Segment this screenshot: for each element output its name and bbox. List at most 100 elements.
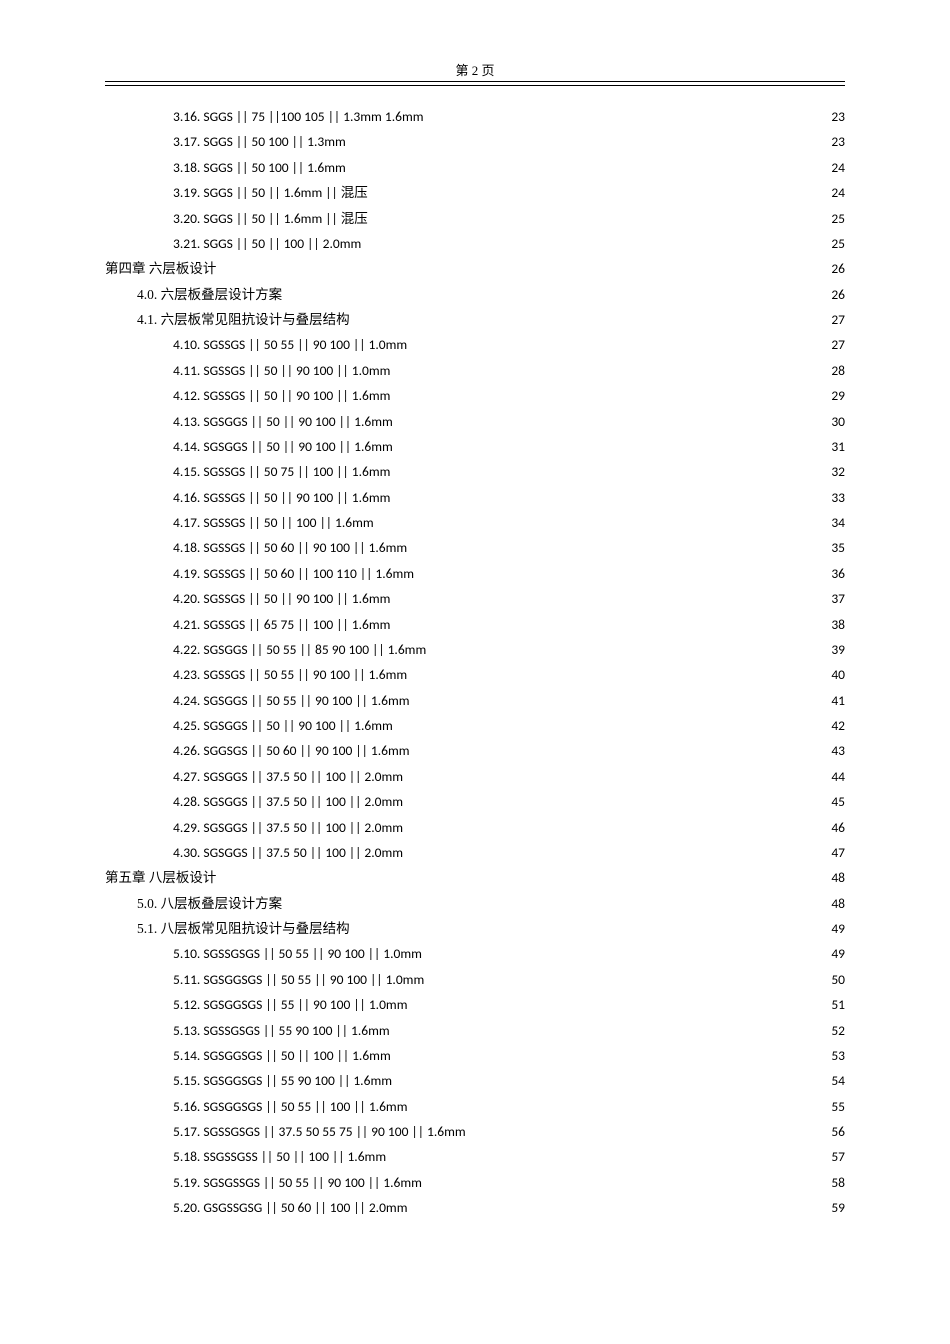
toc-page-number: 23 — [825, 104, 845, 129]
toc-page-number: 31 — [825, 434, 845, 459]
toc-label: 4.14. SGSGGS || 50 || 90 100 || 1.6mm — [173, 434, 393, 459]
toc-entry[interactable]: 4.1. 六层板常见阻抗设计与叠层结构27 — [105, 307, 845, 332]
toc-label: 5.10. SGSSGSGS || 50 55 || 90 100 || 1.0… — [173, 941, 422, 966]
toc-entry[interactable]: 5.20. GSGSSGSG || 50 60 || 100 || 2.0mm … — [105, 1195, 845, 1220]
toc-entry[interactable]: 3.20. SGGS || 50 || 1.6mm || 混压 25 — [105, 206, 845, 231]
toc-page-number: 51 — [825, 992, 845, 1017]
toc-label: 5.20. GSGSSGSG || 50 60 || 100 || 2.0mm — [173, 1195, 408, 1220]
toc-entry[interactable]: 4.16. SGSSGS || 50 || 90 100 || 1.6mm 33 — [105, 485, 845, 510]
toc-page-number: 45 — [825, 789, 845, 814]
toc-label: 4.21. SGSSGS || 65 75 || 100 || 1.6mm — [173, 612, 390, 637]
toc-entry[interactable]: 4.20. SGSSGS || 50 || 90 100 || 1.6mm 37 — [105, 586, 845, 611]
toc-entry[interactable]: 5.1. 八层板常见阻抗设计与叠层结构 49 — [105, 916, 845, 941]
toc-page-number: 56 — [825, 1119, 845, 1144]
toc-entry[interactable]: 4.29. SGSGGS || 37.5 50 || 100 || 2.0mm4… — [105, 815, 845, 840]
toc-page-number: 24 — [825, 155, 845, 180]
toc-entry[interactable]: 4.15. SGSSGS || 50 75 || 100 || 1.6mm 32 — [105, 459, 845, 484]
toc-page-number: 53 — [825, 1043, 845, 1068]
toc-label: 4.13. SGSGGS || 50 || 90 100 || 1.6mm — [173, 409, 393, 434]
toc-entry[interactable]: 5.17. SGSSGSGS || 37.5 50 55 75 || 90 10… — [105, 1119, 845, 1144]
toc-label: 4.15. SGSSGS || 50 75 || 100 || 1.6mm — [173, 459, 390, 484]
toc-entry[interactable]: 4.24. SGSGGS || 50 55 || 90 100 || 1.6mm… — [105, 688, 845, 713]
toc-entry[interactable]: 4.23. SGSSGS || 50 55 || 90 100 || 1.6mm… — [105, 662, 845, 687]
toc-page-number: 29 — [825, 383, 845, 408]
toc-label: 第五章 八层板设计 — [105, 865, 216, 890]
toc-page-number: 54 — [825, 1068, 845, 1093]
toc-entry[interactable]: 4.28. SGSGGS || 37.5 50 || 100 || 2.0mm 4… — [105, 789, 845, 814]
toc-entry[interactable]: 4.14. SGSGGS || 50 || 90 100 || 1.6mm 31 — [105, 434, 845, 459]
toc-page-number: 58 — [825, 1170, 845, 1195]
toc-entry[interactable]: 第四章 六层板设计26 — [105, 256, 845, 281]
toc-label: 5.15. SGSGGSGS || 55 90 100 || 1.6mm — [173, 1068, 392, 1093]
toc-label: 4.28. SGSGGS || 37.5 50 || 100 || 2.0mm — [173, 789, 403, 814]
toc-page-number: 39 — [825, 637, 845, 662]
toc-page-number: 26 — [825, 282, 845, 307]
toc-page-number: 55 — [825, 1094, 845, 1119]
toc-label: 5.1. 八层板常见阻抗设计与叠层结构 — [137, 916, 350, 941]
toc-label: 4.18. SGSSGS || 50 60 || 90 100 || 1.6mm — [173, 535, 407, 560]
toc-page-number: 49 — [825, 941, 845, 966]
toc-label: 5.18. SSGSSGSS || 50 || 100 || 1.6mm — [173, 1144, 386, 1169]
toc-page-number: 25 — [825, 231, 845, 256]
toc-label: 4.19. SGSSGS || 50 60 || 100 110 || 1.6m… — [173, 561, 414, 586]
toc-label: 5.12. SGSGGSGS || 55 || 90 100 || 1.0mm — [173, 992, 408, 1017]
toc-entry[interactable]: 4.10. SGSSGS || 50 55 || 90 100 || 1.0mm… — [105, 332, 845, 357]
toc-label: 4.1. 六层板常见阻抗设计与叠层结构 — [137, 307, 350, 332]
toc-label: 3.19. SGGS || 50 || 1.6mm || 混压 — [173, 180, 368, 205]
toc-page-number: 37 — [825, 586, 845, 611]
toc-page-number: 35 — [825, 535, 845, 560]
toc-entry[interactable]: 5.18. SSGSSGSS || 50 || 100 || 1.6mm 57 — [105, 1144, 845, 1169]
toc-entry[interactable]: 4.18. SGSSGS || 50 60 || 90 100 || 1.6mm… — [105, 535, 845, 560]
toc-entry[interactable]: 4.27. SGSGGS || 37.5 50 || 100 || 2.0mm … — [105, 764, 845, 789]
toc-page-number: 24 — [825, 180, 845, 205]
toc-page-number: 32 — [825, 459, 845, 484]
toc-entry[interactable]: 4.13. SGSGGS || 50 || 90 100 || 1.6mm 30 — [105, 409, 845, 434]
toc-label: 5.13. SGSSGSGS || 55 90 100 || 1.6mm — [173, 1018, 390, 1043]
toc-entry[interactable]: 3.21. SGGS || 50 || 100 || 2.0mm 25 — [105, 231, 845, 256]
toc-label: 3.18. SGGS || 50 100 || 1.6mm — [173, 155, 346, 180]
toc-label: 4.20. SGSSGS || 50 || 90 100 || 1.6mm — [173, 586, 390, 611]
toc-entry[interactable]: 4.12. SGSSGS || 50 || 90 100 || 1.6mm29 — [105, 383, 845, 408]
toc-label: 4.16. SGSSGS || 50 || 90 100 || 1.6mm — [173, 485, 390, 510]
toc-entry[interactable]: 4.26. SGGSGS || 50 60 || 90 100 || 1.6mm… — [105, 738, 845, 763]
toc-entry[interactable]: 5.14. SGSGGSGS || 50 || 100 || 1.6mm 53 — [105, 1043, 845, 1068]
toc-entry[interactable]: 4.30. SGSGGS || 37.5 50 || 100 || 2.0mm4… — [105, 840, 845, 865]
toc-entry[interactable]: 3.17. SGGS || 50 100 || 1.3mm23 — [105, 129, 845, 154]
toc-page-number: 52 — [825, 1018, 845, 1043]
toc-label: 4.24. SGSGGS || 50 55 || 90 100 || 1.6mm — [173, 688, 410, 713]
toc-entry[interactable]: 3.18. SGGS || 50 100 || 1.6mm 24 — [105, 155, 845, 180]
toc-entry[interactable]: 3.19. SGGS || 50 || 1.6mm || 混压 24 — [105, 180, 845, 205]
toc-entry[interactable]: 4.25. SGSGGS || 50 || 90 100 || 1.6mm42 — [105, 713, 845, 738]
toc-page-number: 33 — [825, 485, 845, 510]
toc-entry[interactable]: 4.17. SGSSGS || 50 || 100 || 1.6mm 34 — [105, 510, 845, 535]
document-page: 第 2 页 3.16. SGGS || 75 ||100 105 || 1.3m… — [0, 0, 950, 1281]
toc-entry[interactable]: 3.16. SGGS || 75 ||100 105 || 1.3mm 1.6m… — [105, 104, 845, 129]
toc-entry[interactable]: 5.0. 八层板叠层设计方案48 — [105, 891, 845, 916]
toc-page-number: 27 — [825, 332, 845, 357]
toc-entry[interactable]: 5.15. SGSGGSGS || 55 90 100 || 1.6mm 54 — [105, 1068, 845, 1093]
toc-page-number: 44 — [825, 764, 845, 789]
toc-entry[interactable]: 5.11. SGSGGSGS || 50 55 || 90 100 || 1.0… — [105, 967, 845, 992]
toc-page-number: 49 — [825, 916, 845, 941]
toc-entry[interactable]: 5.10. SGSSGSGS || 50 55 || 90 100 || 1.0… — [105, 941, 845, 966]
toc-entry[interactable]: 4.19. SGSSGS || 50 60 || 100 110 || 1.6m… — [105, 561, 845, 586]
toc-page-number: 57 — [825, 1144, 845, 1169]
toc-label: 4.26. SGGSGS || 50 60 || 90 100 || 1.6mm — [173, 738, 410, 763]
toc-page-number: 30 — [825, 409, 845, 434]
toc-entry[interactable]: 5.16. SGSGGSGS || 50 55 || 100 || 1.6mm … — [105, 1094, 845, 1119]
toc-entry[interactable]: 第五章 八层板设计48 — [105, 865, 845, 890]
toc-page-number: 48 — [825, 891, 845, 916]
toc-entry[interactable]: 4.22. SGSGGS || 50 55 || 85 90 100 || 1.… — [105, 637, 845, 662]
toc-label: 4.23. SGSSGS || 50 55 || 90 100 || 1.6mm — [173, 662, 407, 687]
toc-entry[interactable]: 5.19. SGSGSSGS || 50 55 || 90 100 || 1.6… — [105, 1170, 845, 1195]
toc-page-number: 41 — [825, 688, 845, 713]
toc-entry[interactable]: 4.21. SGSSGS || 65 75 || 100 || 1.6mm 38 — [105, 612, 845, 637]
toc-page-number: 38 — [825, 612, 845, 637]
toc-entry[interactable]: 5.12. SGSGGSGS || 55 || 90 100 || 1.0mm … — [105, 992, 845, 1017]
toc-entry[interactable]: 4.0. 六层板叠层设计方案26 — [105, 282, 845, 307]
toc-entry[interactable]: 5.13. SGSSGSGS || 55 90 100 || 1.6mm 52 — [105, 1018, 845, 1043]
toc-label: 5.16. SGSGGSGS || 50 55 || 100 || 1.6mm — [173, 1094, 408, 1119]
toc-entry[interactable]: 4.11. SGSSGS || 50 || 90 100 || 1.0mm28 — [105, 358, 845, 383]
toc-label: 3.16. SGGS || 75 ||100 105 || 1.3mm 1.6m… — [173, 104, 424, 129]
toc-page-number: 50 — [825, 967, 845, 992]
